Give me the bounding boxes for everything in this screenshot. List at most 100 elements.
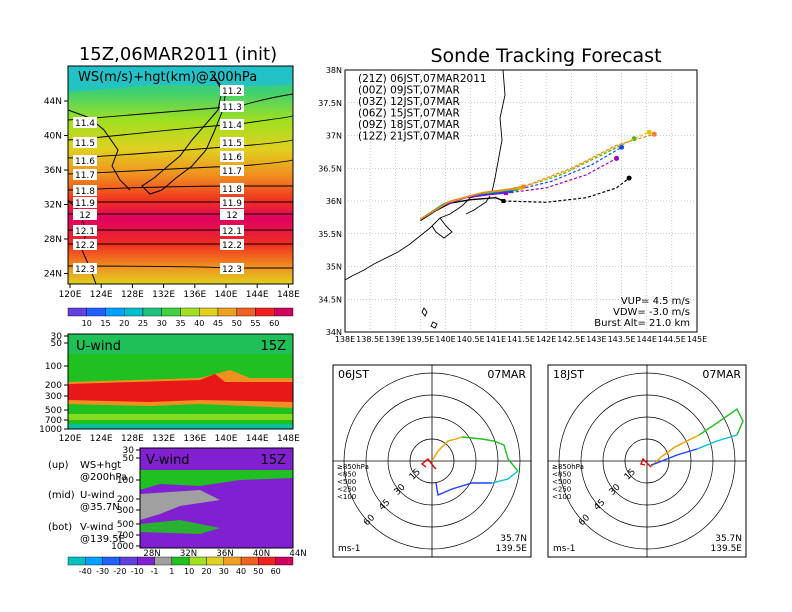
- legend-text: @35.7N: [80, 502, 120, 513]
- height-label-box: [73, 185, 97, 196]
- vwind-grey-band: [140, 490, 220, 520]
- ws-colorbar-label: 60: [269, 319, 279, 328]
- vwind-green-band: [140, 470, 293, 490]
- pressure-legend-entry: ≥850hPa: [552, 463, 584, 471]
- wind-colorbar-label: -30: [96, 567, 109, 576]
- pressure-label: 200: [45, 381, 62, 391]
- map-lat-label: 28N: [44, 235, 62, 245]
- landing-point: [614, 155, 620, 161]
- pressure-label: 50: [51, 339, 63, 349]
- hodograph-ring: [602, 416, 692, 506]
- height-label-box: [220, 137, 244, 148]
- ws-colorbar-label: 55: [250, 319, 260, 328]
- wind-colorbar-cell: [188, 556, 207, 566]
- height-labels-left: 11.4 11.5 11.6 11.7 11.8 11.9 12 12.1 12.2 12.3: [73, 117, 97, 275]
- vwind-lat-label: 44N: [289, 549, 306, 559]
- track-lat-label: 36N: [326, 197, 342, 206]
- map-lon-label: 120E: [59, 290, 82, 300]
- burst-point: [501, 199, 506, 203]
- track-drift-line: [505, 157, 617, 194]
- wind-colorbar-cell: [258, 556, 276, 566]
- height-label-box: [220, 225, 244, 236]
- vwind-lat-label: 40N: [253, 549, 270, 559]
- track-lon-label: 141E: [486, 335, 506, 344]
- hodograph-ring: [387, 416, 477, 506]
- uwind-lon-label: 128E: [121, 434, 144, 444]
- hodograph-lat: 35.7N: [500, 534, 527, 544]
- ws-colorbar-cell: [67, 307, 87, 317]
- map-lon-axis: 120E 124E 128E 132E 136E 140E 144E 148E: [59, 284, 300, 300]
- vwind-title: V-wind: [146, 453, 190, 468]
- height-label: 11.5: [75, 139, 95, 149]
- pressure-label: 30: [123, 446, 135, 456]
- height-label: 11.6: [222, 153, 242, 163]
- height-label: 11.9: [222, 199, 242, 209]
- legend-text: V-wind: [80, 522, 114, 533]
- hodograph-trace: [491, 470, 519, 484]
- pressure-label: 700: [117, 531, 134, 541]
- wind-colorbar-cell: [171, 556, 190, 566]
- hodograph-lon: 139.5E: [711, 544, 743, 554]
- legend-text: WS+hgt: [80, 460, 121, 471]
- legend-text: U-wind: [80, 490, 115, 501]
- track-lon-label: 138E: [335, 335, 355, 344]
- ws-colorbar-label: 10: [82, 319, 92, 328]
- ws-colorbar-label: 15: [100, 319, 110, 328]
- height-label-box: [73, 225, 97, 236]
- landing-point: [651, 131, 657, 137]
- wind-colorbar-cell: [137, 556, 155, 566]
- map-lat-axis: 44N 40N 36N 32N 28N 24N: [44, 97, 68, 280]
- vwind-green-low: [140, 520, 220, 534]
- legend-text: @139.5E: [80, 534, 125, 545]
- pressure-legend-entry: <500: [337, 478, 356, 486]
- hodograph-lon: 139.5E: [496, 544, 528, 554]
- pressure-label: 500: [45, 406, 62, 416]
- track-drift-line: [503, 177, 630, 203]
- ws-colorbar-label: 35: [175, 319, 185, 328]
- height-label: 11.7: [75, 171, 95, 181]
- wind-colorbar-label: 30: [219, 567, 229, 576]
- height-label-box: [220, 209, 244, 220]
- hodograph-trace: [640, 457, 652, 468]
- uwind-frame: [67, 333, 294, 430]
- pressure-label: 100: [45, 362, 62, 372]
- pressure-legend-entry: <850: [552, 471, 571, 479]
- track-lon-label: 138.5E: [356, 335, 384, 344]
- height-label: 12.2: [75, 241, 95, 251]
- map-lon-label: 144E: [246, 290, 269, 300]
- hodograph-ring: [409, 438, 455, 484]
- height-label: 11.6: [75, 157, 95, 167]
- map-lon-label: 124E: [90, 290, 113, 300]
- height-label: 11.8: [75, 187, 95, 197]
- legend-prefix: (mid): [48, 490, 75, 501]
- ws-colorbar-label: 45: [213, 319, 223, 328]
- landing-point: [646, 129, 652, 135]
- left-main-title: 15Z,06MAR2011 (init): [79, 44, 277, 65]
- height-label-box: [73, 197, 97, 208]
- pressure-label: 300: [45, 392, 62, 402]
- track-parameter: Burst Alt= 21.0 km: [594, 318, 690, 329]
- pressure-label: 500: [117, 520, 134, 530]
- pressure-legend-entry: <500: [552, 478, 571, 486]
- pressure-legend-entry: <100: [337, 493, 356, 501]
- uwind-low-band: [68, 414, 293, 420]
- uwind-lon-label: 140E: [215, 434, 238, 444]
- height-label-box: [220, 101, 244, 112]
- hodograph-lat: 35.7N: [715, 534, 742, 544]
- wind-colorbar-label: 40: [236, 567, 246, 576]
- pressure-legend-entry: <100: [552, 493, 571, 501]
- wind-colorbar-cell: [206, 556, 224, 566]
- hodograph-trace: [431, 436, 463, 462]
- hodograph-time-box: [550, 367, 586, 381]
- hodograph-trace: [435, 482, 492, 496]
- hodograph-trace: [650, 434, 700, 468]
- legend-text: @200hPa: [80, 472, 127, 483]
- wind-colorbar-cell: [240, 556, 259, 566]
- height-label: 11.4: [222, 121, 242, 131]
- hodograph-time-box: [335, 367, 371, 381]
- pressure-label: 50: [123, 454, 135, 464]
- hodograph-time: 06JST: [338, 368, 369, 381]
- height-label: 11.5: [222, 139, 242, 149]
- height-label: 11.2: [222, 87, 242, 97]
